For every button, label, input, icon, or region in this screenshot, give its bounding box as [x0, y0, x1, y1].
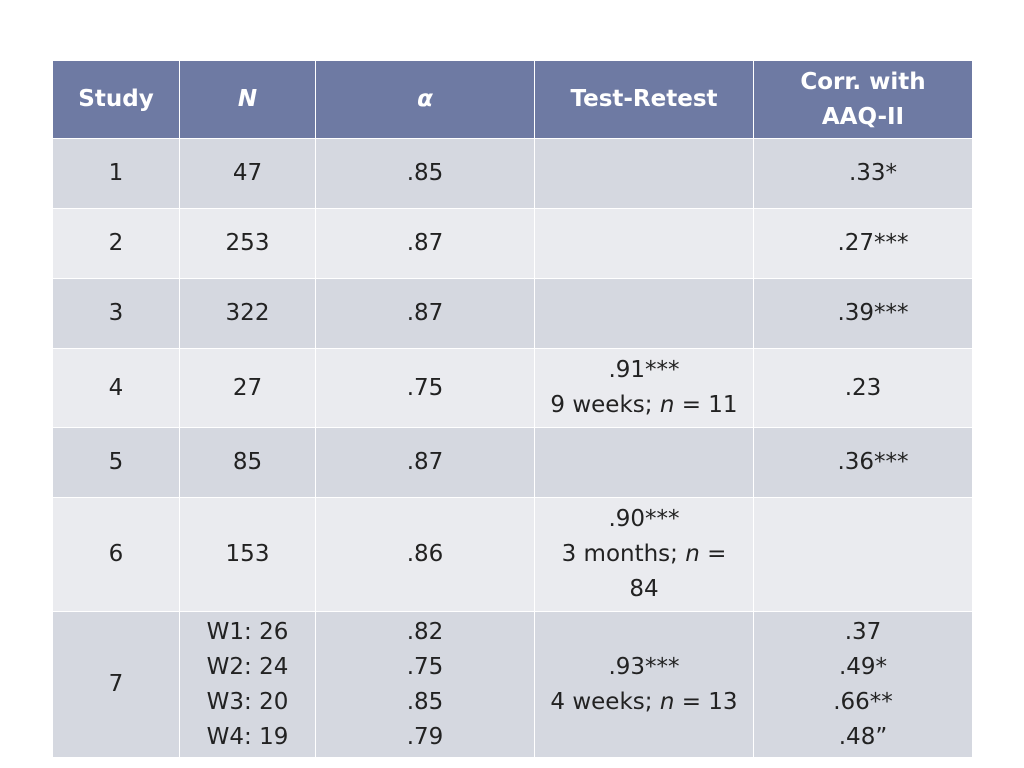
- cell-alpha: .87: [315, 208, 535, 279]
- table-row: 2 253 .87 .27***: [52, 208, 973, 279]
- table-row: 5 85 .87 .36***: [52, 427, 973, 498]
- cell-study: 1: [52, 138, 180, 209]
- cell-n: 153: [179, 497, 316, 612]
- cell-study: 6: [52, 497, 180, 612]
- cell-test-retest: [534, 138, 754, 209]
- test-retest-value: .90***: [608, 506, 680, 532]
- cell-alpha: .82 .75 .85 .79: [315, 611, 535, 758]
- corr-value: .36***: [837, 449, 909, 475]
- cell-study: 3: [52, 278, 180, 349]
- corr-wave-1: .37: [844, 618, 882, 645]
- cell-corr: .33*: [753, 138, 973, 209]
- header-study: Study: [52, 60, 180, 139]
- table-row: 3 322 .87 .39***: [52, 278, 973, 349]
- cell-corr: .36***: [753, 427, 973, 498]
- table-row: 6 153 .86 .90*** 3 months; n = 84: [52, 497, 973, 612]
- cell-test-retest: .90*** 3 months; n = 84: [534, 497, 754, 612]
- corr-value: .27***: [837, 230, 909, 256]
- header-n: N: [179, 60, 316, 139]
- test-retest-detail-wrap: 84: [629, 576, 659, 602]
- n-wave-2: W2: 24: [206, 653, 289, 680]
- alpha-wave-1: .82: [406, 618, 444, 645]
- cell-study: 4: [52, 348, 180, 428]
- cell-alpha: .75: [315, 348, 535, 428]
- header-corr-line2: AAQ-II: [821, 103, 905, 130]
- cell-n: 85: [179, 427, 316, 498]
- table-row: 4 27 .75 .91*** 9 weeks; n = 11 .23: [52, 348, 973, 428]
- header-corr-aaq: Corr. with AAQ-II: [753, 60, 973, 139]
- corr-value: .33*: [848, 160, 898, 186]
- cell-corr: .27***: [753, 208, 973, 279]
- cell-n: 47: [179, 138, 316, 209]
- cell-alpha: .87: [315, 427, 535, 498]
- cell-alpha: .85: [315, 138, 535, 209]
- cell-corr: .37 .49* .66** .48”: [753, 611, 973, 758]
- cell-alpha: .86: [315, 497, 535, 612]
- table-row: 1 47 .85 .33*: [52, 138, 973, 209]
- alpha-wave-3: .85: [406, 688, 444, 715]
- table-row: 7 W1: 26 W2: 24 W3: 20 W4: 19 .82 .75 .8…: [52, 611, 973, 758]
- cell-corr: .39***: [753, 278, 973, 349]
- cell-test-retest: [534, 278, 754, 349]
- test-retest-value: .93***: [608, 653, 680, 680]
- corr-value: .39***: [837, 300, 909, 326]
- cell-alpha: .87: [315, 278, 535, 349]
- cell-test-retest: [534, 208, 754, 279]
- results-table: Study N α Test-Retest Corr. with AAQ-II …: [52, 60, 973, 758]
- n-wave-4: W4: 19: [206, 723, 289, 750]
- cell-test-retest: .93*** 4 weeks; n = 13: [534, 611, 754, 758]
- cell-n: W1: 26 W2: 24 W3: 20 W4: 19: [179, 611, 316, 758]
- header-row: Study N α Test-Retest Corr. with AAQ-II: [52, 60, 973, 139]
- header-alpha: α: [315, 60, 535, 139]
- corr-wave-3: .66**: [833, 688, 893, 715]
- alpha-wave-2: .75: [406, 653, 444, 680]
- cell-corr: [753, 497, 973, 612]
- test-retest-value: .91***: [608, 357, 680, 383]
- cell-corr: .23: [753, 348, 973, 428]
- test-retest-detail: 4 weeks; n = 13: [550, 688, 738, 715]
- n-wave-3: W3: 20: [206, 688, 289, 715]
- cell-study: 2: [52, 208, 180, 279]
- n-wave-1: W1: 26: [206, 618, 289, 645]
- header-test-retest: Test-Retest: [534, 60, 754, 139]
- test-retest-detail: 3 months; n =: [561, 541, 727, 567]
- corr-wave-2: .49*: [838, 653, 888, 680]
- header-corr-line1: Corr. with: [800, 68, 926, 95]
- test-retest-detail: 9 weeks; n = 11: [550, 392, 738, 418]
- cell-test-retest: [534, 427, 754, 498]
- cell-study: 5: [52, 427, 180, 498]
- corr-wave-4: .48”: [838, 723, 888, 750]
- cell-test-retest: .91*** 9 weeks; n = 11: [534, 348, 754, 428]
- cell-study: 7: [52, 611, 180, 758]
- cell-n: 253: [179, 208, 316, 279]
- cell-n: 322: [179, 278, 316, 349]
- cell-n: 27: [179, 348, 316, 428]
- alpha-wave-4: .79: [406, 723, 444, 750]
